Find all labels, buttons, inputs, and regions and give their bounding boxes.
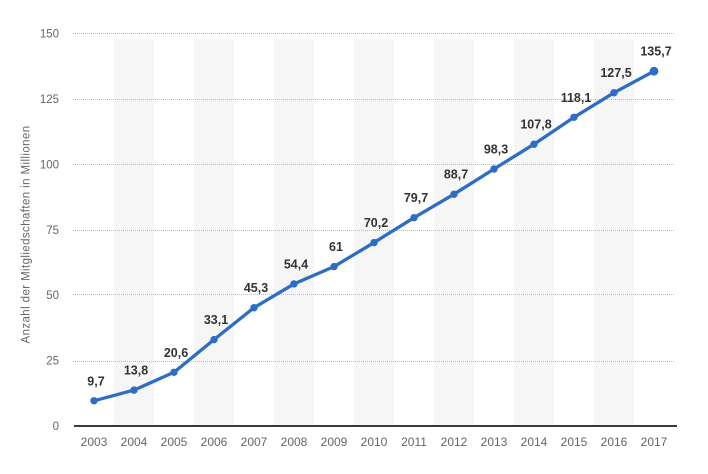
svg-text:100: 100: [40, 159, 59, 171]
svg-text:45,3: 45,3: [244, 281, 268, 295]
svg-text:9,7: 9,7: [87, 374, 104, 388]
svg-text:2009: 2009: [321, 435, 348, 449]
svg-text:70,2: 70,2: [364, 216, 388, 230]
svg-text:61: 61: [329, 240, 343, 254]
svg-text:50: 50: [46, 290, 59, 302]
svg-text:2012: 2012: [441, 435, 468, 449]
svg-text:2015: 2015: [561, 435, 588, 449]
svg-text:2005: 2005: [161, 435, 188, 449]
svg-text:79,7: 79,7: [404, 191, 428, 205]
svg-text:0: 0: [53, 421, 59, 433]
svg-text:2017: 2017: [641, 435, 668, 449]
svg-text:2006: 2006: [201, 435, 228, 449]
svg-text:25: 25: [46, 356, 59, 368]
svg-text:20,6: 20,6: [164, 346, 188, 360]
svg-text:2013: 2013: [481, 435, 508, 449]
svg-text:2014: 2014: [521, 435, 548, 449]
svg-text:135,7: 135,7: [640, 45, 671, 59]
svg-text:75: 75: [46, 225, 59, 237]
svg-text:118,1: 118,1: [561, 91, 592, 105]
svg-text:125: 125: [40, 94, 59, 106]
svg-text:54,4: 54,4: [284, 257, 308, 271]
svg-text:2007: 2007: [241, 435, 268, 449]
svg-text:98,3: 98,3: [484, 143, 508, 157]
svg-text:13,8: 13,8: [124, 364, 148, 378]
svg-text:2011: 2011: [401, 435, 427, 449]
svg-text:88,7: 88,7: [444, 168, 468, 182]
svg-text:33,1: 33,1: [204, 313, 228, 327]
svg-text:127,5: 127,5: [600, 66, 631, 80]
svg-text:2010: 2010: [361, 435, 388, 449]
svg-text:150: 150: [40, 29, 59, 41]
svg-text:Anzahl der Mitgliedschaften in: Anzahl der Mitgliedschaften in Millionen: [21, 126, 33, 344]
svg-text:2003: 2003: [81, 435, 108, 449]
svg-text:107,8: 107,8: [520, 118, 551, 132]
svg-text:2004: 2004: [121, 435, 148, 449]
svg-text:2016: 2016: [601, 435, 628, 449]
svg-text:2008: 2008: [281, 435, 308, 449]
